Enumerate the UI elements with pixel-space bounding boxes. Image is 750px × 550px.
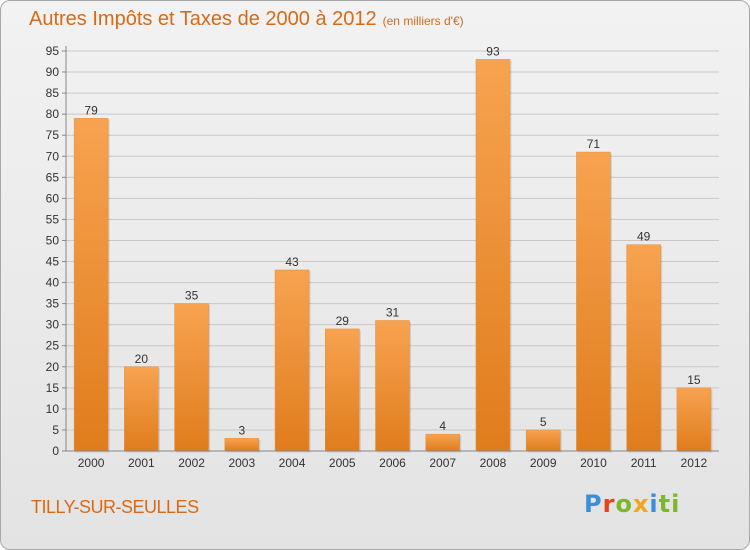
logo-letter: r bbox=[602, 490, 616, 518]
chart-subtitle: (en milliers d'€) bbox=[382, 14, 464, 28]
x-tick-label: 2000 bbox=[78, 456, 105, 470]
x-tick-label: 2003 bbox=[228, 456, 255, 470]
x-tick-label: 2005 bbox=[329, 456, 356, 470]
y-tick-label: 55 bbox=[46, 212, 60, 226]
bar bbox=[525, 429, 561, 452]
y-tick-label: 5 bbox=[52, 423, 59, 437]
x-tick-label: 2004 bbox=[279, 456, 306, 470]
y-tick-label: 80 bbox=[46, 107, 60, 121]
data-label: 93 bbox=[486, 44, 500, 58]
data-label: 4 bbox=[439, 419, 446, 433]
x-tick-label: 2010 bbox=[580, 456, 607, 470]
bar bbox=[325, 328, 360, 452]
y-tick-label: 40 bbox=[46, 276, 60, 290]
data-label: 79 bbox=[84, 103, 98, 117]
data-label: 49 bbox=[637, 230, 651, 244]
logo-letter: P bbox=[584, 490, 603, 518]
y-tick-label: 50 bbox=[46, 233, 60, 247]
x-tick-label: 2002 bbox=[178, 456, 205, 470]
bar bbox=[174, 303, 209, 452]
y-tick-label: 20 bbox=[46, 360, 60, 374]
data-label: 3 bbox=[238, 423, 245, 437]
data-label: 15 bbox=[687, 373, 701, 387]
y-tick-label: 70 bbox=[46, 149, 60, 163]
y-tick-label: 90 bbox=[46, 65, 60, 79]
y-tick-label: 75 bbox=[46, 128, 60, 142]
proxiti-logo[interactable]: Proxiti bbox=[584, 490, 680, 518]
chart-title-text: Autres Impôts et Taxes de 2000 à 2012 bbox=[29, 8, 377, 30]
y-tick-label: 60 bbox=[46, 191, 60, 205]
data-label: 5 bbox=[540, 415, 547, 429]
y-tick-label: 85 bbox=[46, 86, 60, 100]
axis-layer: 0510152025303540455055606570758085909520… bbox=[46, 44, 719, 470]
bars-layer bbox=[73, 59, 713, 453]
y-tick-label: 30 bbox=[46, 318, 60, 332]
x-tick-label: 2012 bbox=[681, 456, 708, 470]
data-label: 43 bbox=[285, 255, 299, 269]
bar bbox=[375, 320, 410, 452]
logo-letter: o bbox=[615, 490, 633, 518]
data-label: 29 bbox=[336, 314, 350, 328]
y-tick-label: 35 bbox=[46, 297, 60, 311]
data-label: 35 bbox=[185, 289, 199, 303]
data-label: 20 bbox=[135, 352, 149, 366]
y-tick-label: 45 bbox=[46, 255, 60, 269]
bar bbox=[73, 118, 109, 452]
x-tick-label: 2011 bbox=[631, 456, 657, 470]
bar bbox=[576, 151, 611, 452]
place-name: TILLY-SUR-SEULLES bbox=[31, 497, 199, 517]
logo-letter: x bbox=[632, 490, 650, 518]
x-tick-label: 2006 bbox=[379, 456, 406, 470]
bar bbox=[274, 269, 310, 452]
data-label: 31 bbox=[386, 305, 400, 319]
labels-layer: 79 20 35 3 43 29 31 4 93 5 71 49 15 bbox=[84, 44, 700, 437]
bar bbox=[626, 244, 661, 452]
data-label: 71 bbox=[587, 137, 601, 151]
bar bbox=[124, 366, 159, 452]
bar bbox=[475, 59, 511, 452]
chart-title: Autres Impôts et Taxes de 2000 à 2012 (en… bbox=[29, 8, 464, 31]
y-tick-label: 95 bbox=[46, 44, 60, 58]
x-tick-label: 2007 bbox=[429, 456, 456, 470]
logo-letter: ti bbox=[658, 490, 681, 518]
x-tick-label: 2008 bbox=[480, 456, 507, 470]
logo-letter: i bbox=[649, 490, 659, 518]
y-tick-label: 15 bbox=[46, 381, 60, 395]
bar bbox=[676, 387, 712, 452]
y-tick-label: 10 bbox=[46, 402, 60, 416]
y-tick-label: 65 bbox=[46, 170, 60, 184]
y-tick-label: 25 bbox=[46, 339, 60, 353]
x-tick-label: 2001 bbox=[128, 456, 155, 470]
x-tick-label: 2009 bbox=[530, 456, 557, 470]
y-tick-label: 0 bbox=[52, 444, 59, 458]
bar bbox=[425, 433, 460, 452]
bar bbox=[224, 438, 260, 452]
